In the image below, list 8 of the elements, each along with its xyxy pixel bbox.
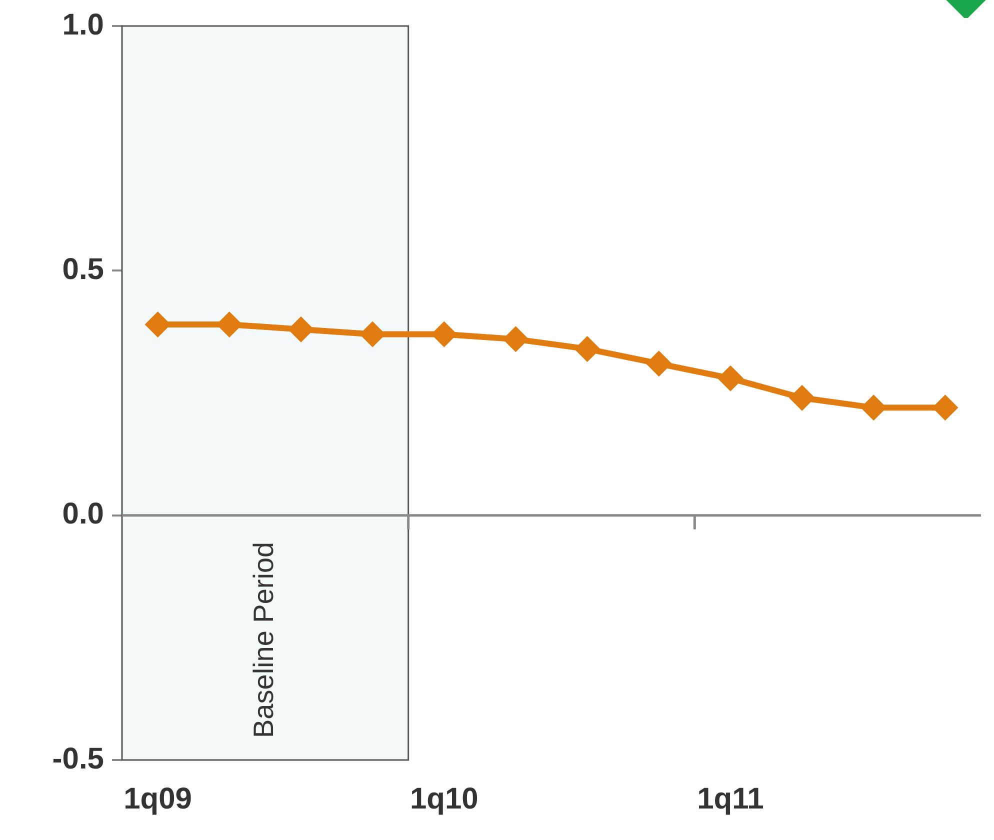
band-label: Baseline Period [248, 542, 279, 738]
x-tick-label: 1q10 [410, 782, 478, 816]
y-tick-label: 0.5 [62, 252, 104, 286]
x-tick-label: 1q09 [124, 782, 192, 816]
x-tick-label: 1q11 [697, 782, 764, 816]
y-tick-label: 1.0 [62, 8, 104, 42]
y-tick-label: 0.0 [62, 498, 104, 531]
y-tick-label: -0.5 [52, 742, 104, 776]
